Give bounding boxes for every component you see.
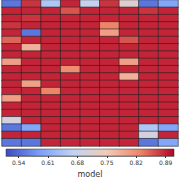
svg-text:0.61: 0.61 bbox=[41, 159, 55, 166]
svg-text:0.89: 0.89 bbox=[159, 159, 173, 166]
svg-text:0.82: 0.82 bbox=[130, 159, 144, 166]
svg-text:0.68: 0.68 bbox=[71, 159, 85, 166]
svg-text:0.54: 0.54 bbox=[12, 159, 26, 166]
svg-text:0.75: 0.75 bbox=[100, 159, 114, 166]
svg-text:model: model bbox=[78, 170, 103, 179]
